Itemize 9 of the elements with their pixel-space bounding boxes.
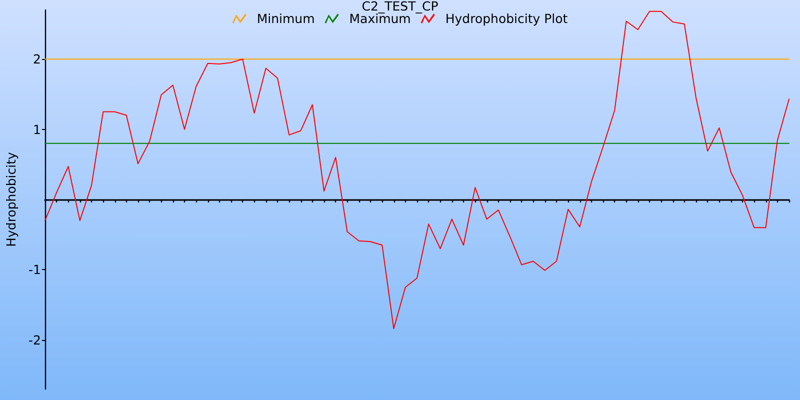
legend-label: Hydrophobicity Plot (445, 11, 568, 26)
chart-title: C2_TEST_CP (362, 0, 439, 14)
y-tick-label: -2 (28, 332, 41, 348)
y-tick-label: 2 (33, 52, 41, 67)
legend-label: Maximum (349, 11, 411, 26)
y-tick-label: -1 (28, 262, 41, 278)
y-axis-title: Hydrophobicity (4, 152, 19, 247)
y-tick-label: 1 (33, 122, 41, 137)
legend-label: Minimum (256, 11, 315, 26)
